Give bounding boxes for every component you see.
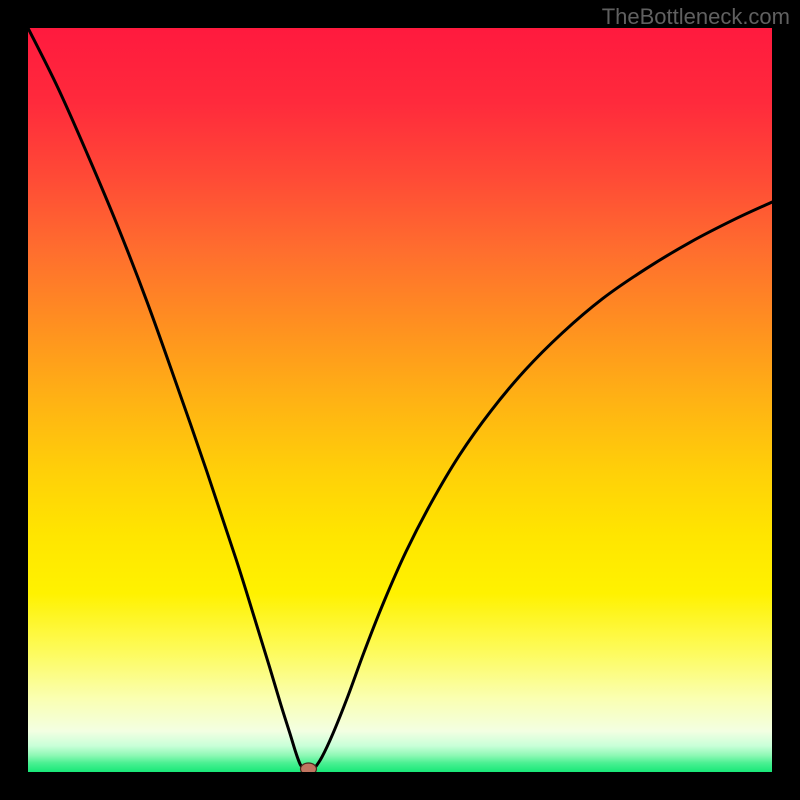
curve-right-branch [308, 202, 772, 772]
watermark-text: TheBottleneck.com [602, 4, 790, 30]
chart-container: TheBottleneck.com [0, 0, 800, 800]
curve-layer [0, 0, 800, 800]
notch-marker [300, 763, 316, 775]
curve-left-branch [28, 28, 308, 772]
